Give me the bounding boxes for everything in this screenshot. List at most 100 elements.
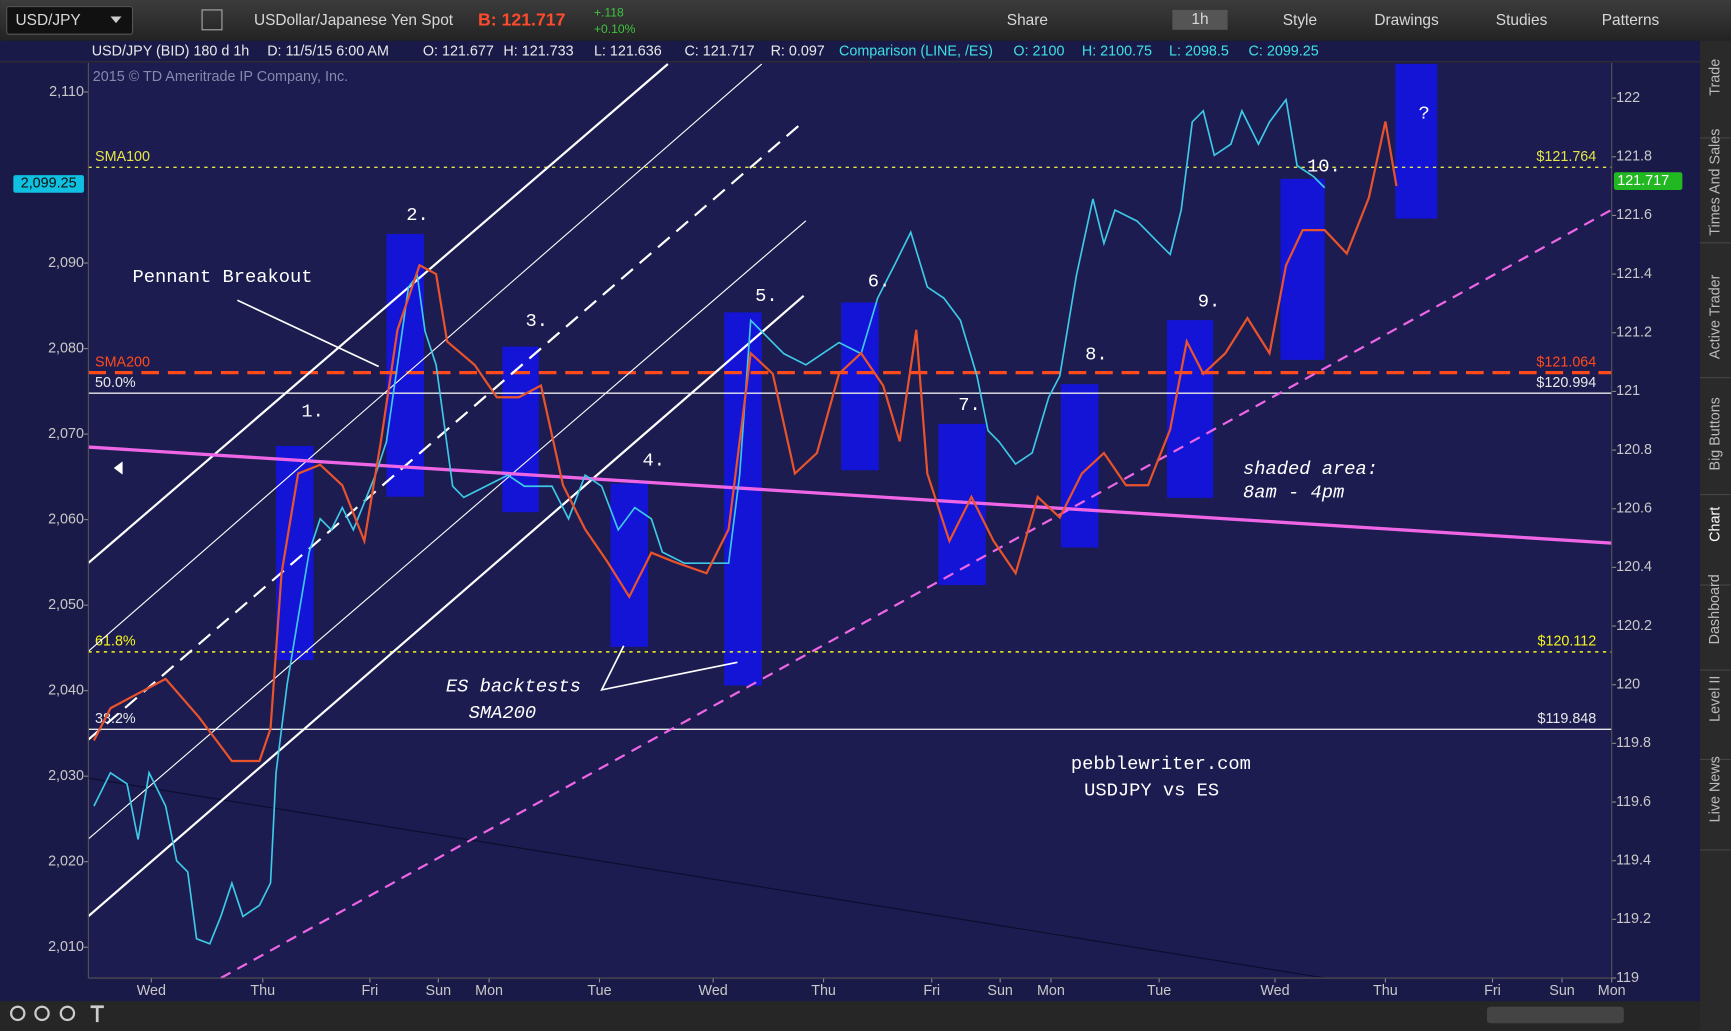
annotation: ES backtests (446, 676, 581, 698)
copyright: 2015 © TD Ameritrade IP Company, Inc. (93, 69, 348, 85)
support-line (220, 208, 1613, 979)
y2-tick-label: 120.6 (1616, 501, 1652, 517)
trendlines (87, 63, 1613, 979)
x-tick-label: Mon (475, 983, 503, 999)
annotation: 5. (755, 285, 778, 307)
y-tick-label: 2,050 (48, 597, 84, 613)
channel-line (87, 294, 805, 918)
y2-tick-label: 121.4 (1616, 266, 1652, 282)
button[interactable]: Style (1283, 12, 1317, 29)
header-text: USD/JPY (BID) 180 d 1h (92, 44, 250, 60)
pointer-line (600, 645, 738, 692)
y2-tick-label: 120.8 (1616, 442, 1652, 458)
y-tick-label: 2,070 (48, 426, 84, 442)
annotation: USDJPY vs ES (1084, 779, 1219, 801)
channel-line (88, 63, 763, 652)
trendline (88, 777, 1325, 979)
button[interactable]: Patterns (1602, 12, 1660, 29)
button[interactable]: Studies (1496, 12, 1548, 29)
last-price-label: 2,099.25 (21, 176, 77, 192)
bid: B: 121.717 (478, 10, 566, 30)
bottom-bar (0, 1001, 1701, 1031)
zoom-in-icon[interactable] (34, 1005, 50, 1022)
symbol-box[interactable] (6, 6, 134, 35)
annotation: SMA200 (469, 702, 537, 724)
grid-icon[interactable] (201, 9, 223, 31)
y2-tick-label: 119.4 (1616, 852, 1651, 868)
side-tab[interactable]: Live News (1707, 756, 1723, 822)
y2-tick-label: 119 (1616, 970, 1639, 986)
session-box (1395, 64, 1438, 219)
text-tool-icon[interactable] (90, 1005, 104, 1023)
plot-area (88, 62, 1612, 979)
annotation: Pennant Breakout (133, 266, 313, 288)
y2-tick-label: 120.4 (1616, 559, 1652, 575)
y2-tick-label: 121.6 (1616, 207, 1652, 223)
level-name: SMA100 (95, 149, 150, 165)
side-panel (1700, 40, 1731, 1031)
x-tick-label: Wed (699, 983, 728, 999)
x-tick-label: Wed (1260, 983, 1289, 999)
header-text: D: 11/5/15 6:00 AM (267, 44, 389, 60)
series-line (93, 97, 1326, 945)
session-box (841, 302, 879, 471)
y2-tick-label: 120 (1616, 677, 1640, 693)
interval-box[interactable] (1172, 9, 1228, 30)
level-label: $121.064 (1536, 355, 1596, 371)
change-pct: +0.10% (594, 22, 636, 36)
header-text: O: 2100 (1013, 44, 1064, 60)
annotation: 10. (1307, 156, 1341, 178)
level-label: $120.994 (1536, 375, 1596, 391)
channel-line (87, 63, 669, 564)
annotation: 8. (1085, 343, 1108, 365)
side-tab[interactable]: Trade (1707, 59, 1723, 96)
side-tab[interactable]: Big Buttons (1707, 397, 1723, 470)
annotation: pebblewriter.com (1071, 753, 1251, 775)
button[interactable]: 1h (1191, 11, 1208, 28)
y-tick-label: 2,020 (48, 854, 84, 870)
y2-tick-label: 121.2 (1616, 325, 1652, 341)
side-tab[interactable]: Chart (1707, 507, 1723, 542)
header-text: L: 2098.5 (1169, 44, 1229, 60)
button[interactable]: Share (1007, 12, 1048, 29)
channel-line (88, 220, 807, 840)
button[interactable]: Drawings (1374, 12, 1439, 29)
side-tab[interactable]: Dashboard (1707, 574, 1723, 644)
level-name: SMA200 (95, 355, 150, 371)
annotation: 2. (406, 204, 429, 226)
annotation: 3. (526, 310, 549, 332)
y-tick-label: 2,110 (49, 84, 84, 100)
x-tick-label: Mon (1598, 983, 1626, 999)
level-label: $119.848 (1537, 711, 1596, 727)
x-tick-label: Sun (987, 983, 1013, 999)
x-tick-label: Sun (1549, 983, 1575, 999)
annotation: 1. (301, 401, 324, 423)
header-text: H: 2100.75 (1082, 44, 1152, 60)
x-tick-label: Tue (1147, 983, 1171, 999)
level-name: 38.2% (95, 711, 136, 727)
y-tick-label: 2,060 (48, 511, 84, 527)
last-price-tag (13, 175, 84, 193)
y2-tick-label: 120.2 (1616, 618, 1652, 634)
x-tick-label: Mon (1037, 983, 1065, 999)
side-tab[interactable]: Times And Sales (1707, 129, 1723, 236)
zoom-out-icon[interactable] (59, 1005, 76, 1022)
zoom-icon[interactable] (10, 1005, 26, 1022)
y2-tick-label: 122 (1616, 90, 1640, 106)
annotation: ? (1419, 103, 1430, 125)
annotation: shaded area: (1243, 458, 1378, 480)
last-price-y2-tag (1613, 172, 1683, 190)
side-tab[interactable]: Active Trader (1707, 274, 1723, 359)
scrollbar[interactable] (1486, 1006, 1624, 1024)
annotation: 4. (643, 449, 666, 471)
pointer-line (237, 299, 380, 368)
x-tick-label: Sun (426, 983, 452, 999)
header-text: C: 2099.25 (1249, 44, 1319, 60)
symbol[interactable]: USD/JPY (16, 12, 81, 29)
channel-midline (87, 120, 805, 741)
header-text: Comparison (LINE, /ES) (839, 44, 993, 60)
dropdown-arrow (110, 16, 122, 24)
side-tab[interactable]: Level II (1707, 676, 1723, 722)
